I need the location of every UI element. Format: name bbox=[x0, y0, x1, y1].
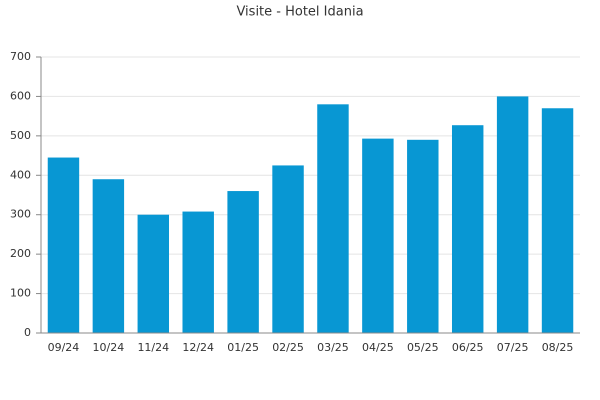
x-tick-label: 03/25 bbox=[317, 341, 349, 354]
bar bbox=[272, 165, 304, 333]
bar bbox=[92, 179, 125, 333]
x-tick-label: 07/25 bbox=[497, 341, 529, 354]
chart-title: Visite - Hotel Idania bbox=[236, 5, 363, 20]
x-tick-label: 01/25 bbox=[227, 341, 259, 354]
x-tick-label: 06/25 bbox=[452, 341, 484, 354]
x-tick-label: 11/24 bbox=[137, 341, 169, 354]
y-tick-label: 400 bbox=[10, 168, 31, 181]
y-tick-label: 300 bbox=[10, 208, 31, 221]
bar bbox=[451, 125, 484, 333]
bar bbox=[227, 191, 259, 333]
x-tick-label: 12/24 bbox=[182, 341, 214, 354]
x-tick-label: 02/25 bbox=[272, 341, 304, 354]
bar bbox=[317, 104, 349, 333]
x-tick-label: 09/24 bbox=[48, 341, 80, 354]
bar bbox=[362, 138, 394, 333]
y-tick-label: 200 bbox=[10, 247, 31, 260]
bar bbox=[137, 214, 170, 333]
y-tick-label: 100 bbox=[10, 287, 31, 300]
bar bbox=[541, 108, 574, 333]
y-tick-label: 0 bbox=[24, 326, 31, 339]
bar bbox=[47, 157, 80, 333]
x-tick-label: 08/25 bbox=[542, 341, 574, 354]
x-tick-label: 05/25 bbox=[407, 341, 439, 354]
bar bbox=[182, 211, 214, 333]
x-tick-label: 04/25 bbox=[362, 341, 394, 354]
bar bbox=[407, 139, 439, 333]
y-tick-label: 600 bbox=[10, 89, 31, 102]
y-tick-label: 500 bbox=[10, 129, 31, 142]
x-tick-label: 10/24 bbox=[93, 341, 125, 354]
y-tick-label: 700 bbox=[10, 50, 31, 63]
bar bbox=[496, 96, 529, 333]
